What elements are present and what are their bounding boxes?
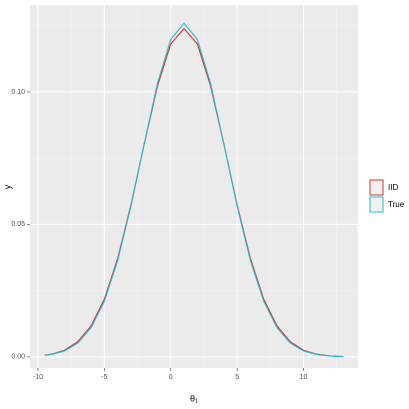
x-tick-label: -10 bbox=[33, 374, 43, 381]
legend-key bbox=[369, 196, 384, 213]
plot-panel bbox=[30, 5, 358, 368]
legend-label: IID bbox=[388, 183, 398, 192]
y-tick-label: 0.10 bbox=[11, 89, 25, 96]
y-tick-label: 0.05 bbox=[11, 221, 25, 228]
x-axis-title: θ₁ bbox=[190, 393, 198, 403]
y-axis-title: y bbox=[2, 184, 12, 189]
legend-label: True bbox=[388, 200, 405, 209]
line bbox=[44, 22, 344, 358]
line bbox=[44, 27, 344, 358]
x-tick-label: -5 bbox=[101, 374, 107, 381]
y-tick-label: 0.00 bbox=[11, 354, 25, 361]
x-tick-label: 0 bbox=[169, 374, 173, 381]
x-tick-label: 5 bbox=[235, 374, 239, 381]
legend-key bbox=[369, 179, 384, 196]
x-tick-label: 10 bbox=[300, 374, 308, 381]
